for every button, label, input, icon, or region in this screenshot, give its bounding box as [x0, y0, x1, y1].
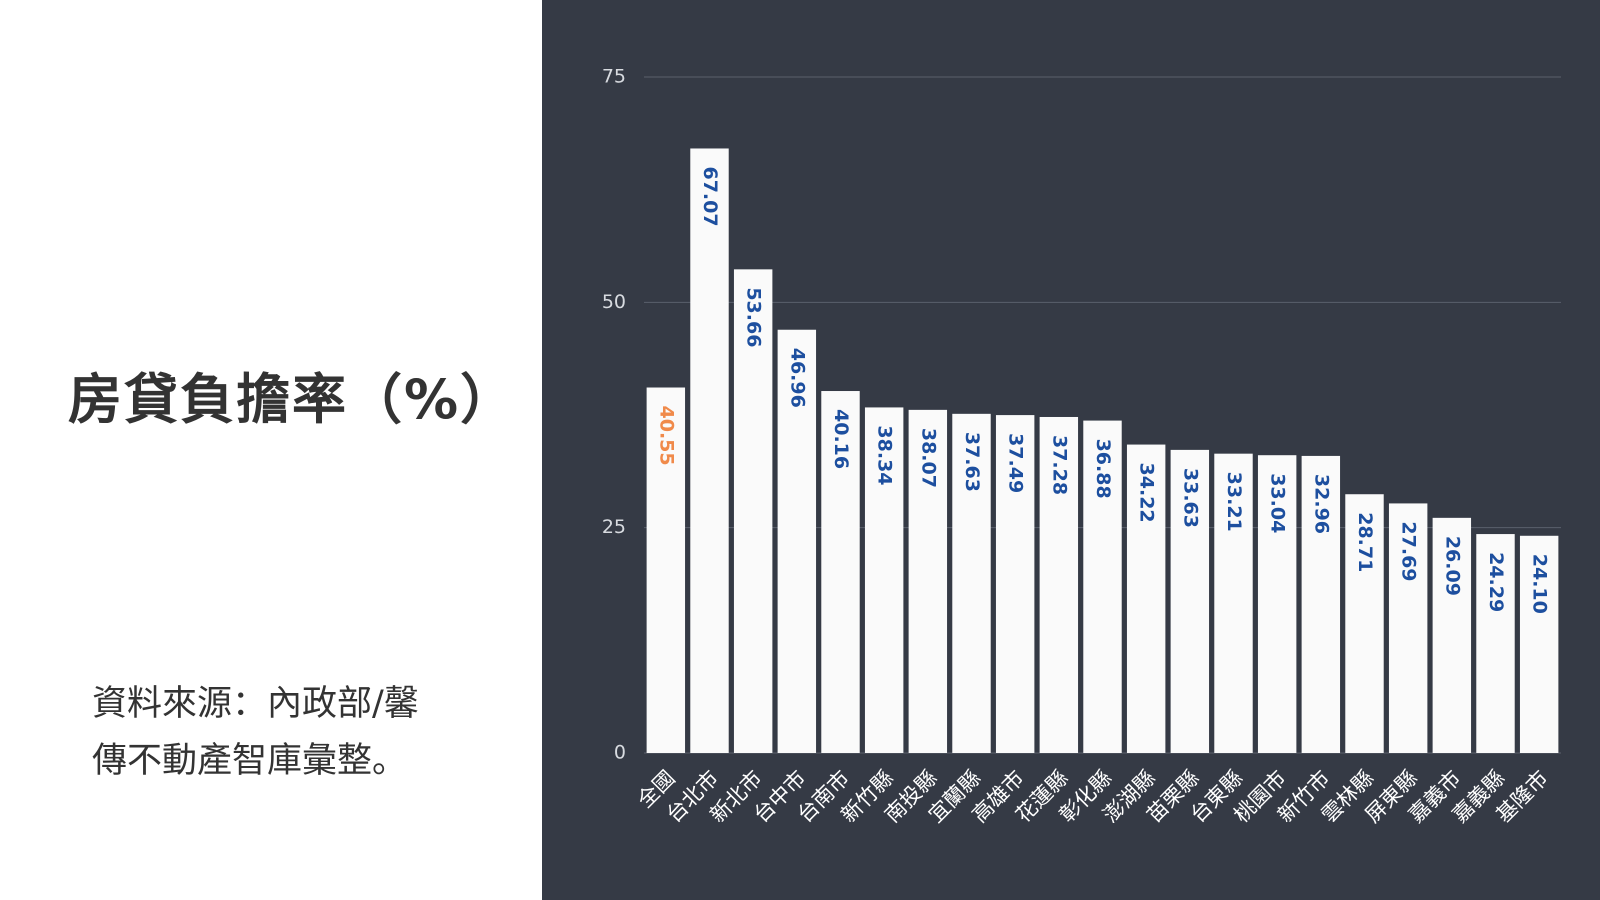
- value-label: 37.63: [961, 432, 983, 492]
- bar: [646, 387, 686, 753]
- bar: [1257, 455, 1297, 753]
- value-label: 33.21: [1223, 472, 1245, 532]
- value-label: 34.22: [1136, 463, 1158, 523]
- bar: [1083, 420, 1122, 753]
- value-label: 24.29: [1485, 552, 1507, 612]
- value-label: 27.69: [1398, 521, 1420, 581]
- bar: [1345, 494, 1384, 753]
- value-label: 46.96: [786, 348, 808, 408]
- y-tick-label: 25: [602, 516, 626, 538]
- value-label: 40.55: [655, 406, 677, 466]
- bar: [1170, 449, 1210, 753]
- value-label: 67.07: [699, 166, 721, 226]
- bar: [952, 413, 991, 753]
- value-label: 38.34: [874, 425, 896, 485]
- y-tick-label: 75: [602, 66, 626, 88]
- source-note: 資料來源：內政部/馨傳不動產智庫彙整。: [92, 684, 419, 781]
- value-label: 32.96: [1310, 474, 1332, 534]
- bar: [1519, 535, 1559, 753]
- bar: [1388, 503, 1428, 753]
- bar: [1301, 455, 1341, 753]
- value-label: 40.16: [830, 409, 852, 469]
- bar: [995, 415, 1035, 753]
- bar: [690, 148, 729, 754]
- bar: [1126, 444, 1166, 753]
- value-label: 28.71: [1354, 512, 1376, 572]
- chart-title: 房貸負擔率（%）: [68, 368, 517, 431]
- bar: [1214, 453, 1253, 753]
- bar: [1476, 534, 1515, 753]
- bar: [1432, 517, 1472, 753]
- value-label: 33.04: [1267, 473, 1289, 533]
- y-tick-label: 50: [602, 291, 626, 313]
- value-label: 53.66: [743, 287, 765, 347]
- bar: [864, 407, 904, 753]
- value-label: 36.88: [1092, 439, 1114, 499]
- value-label: 37.28: [1048, 435, 1070, 495]
- value-label: 38.07: [917, 428, 939, 488]
- bar: [733, 269, 773, 753]
- value-label: 37.49: [1005, 433, 1027, 493]
- value-label: 24.10: [1529, 554, 1551, 614]
- y-tick-label: 0: [614, 742, 626, 764]
- bar: [821, 391, 860, 753]
- value-label: 33.63: [1179, 468, 1201, 528]
- bar: [1039, 416, 1079, 753]
- left-panel: 房貸負擔率（%） 資料來源：內政部/馨傳不動產智庫彙整。: [0, 0, 542, 900]
- bar: [908, 409, 948, 753]
- chart: 0255075全國40.55台北市67.07新北市53.66台中市46.96台南…: [542, 0, 1600, 900]
- bar: [777, 329, 817, 753]
- value-label: 26.09: [1441, 536, 1463, 596]
